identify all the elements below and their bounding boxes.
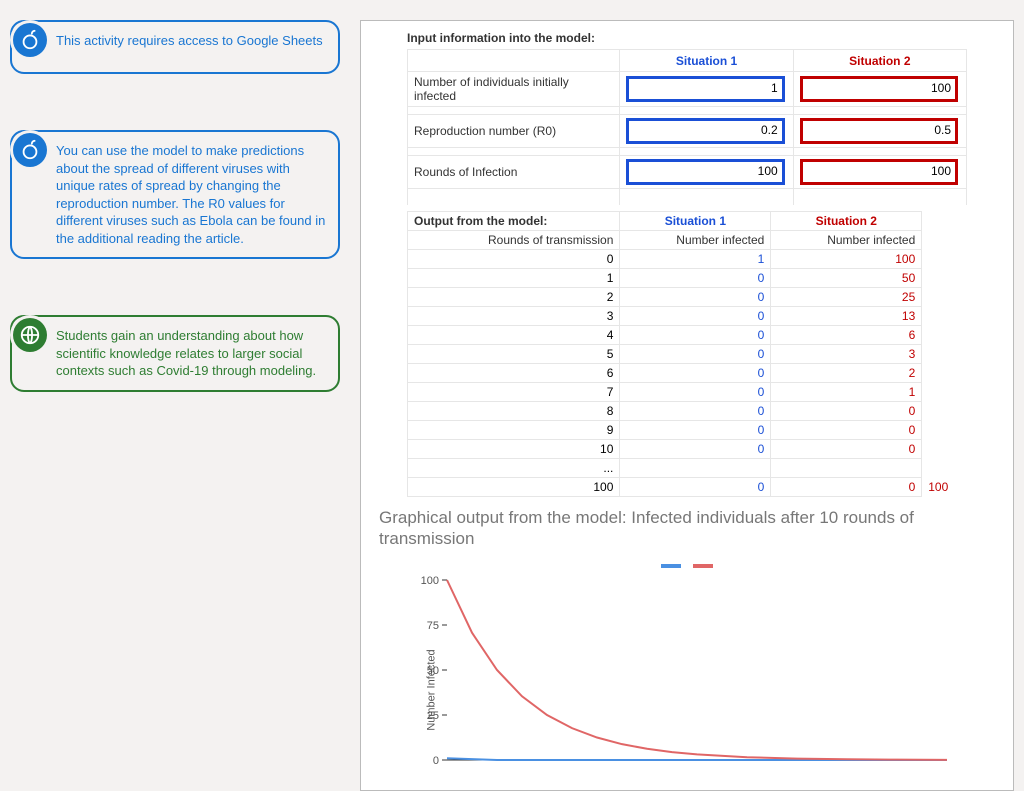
- s2-cell: 3: [771, 344, 922, 363]
- input-initially-infected-s1[interactable]: 1: [626, 76, 784, 102]
- ellipsis: ...: [408, 458, 620, 477]
- table-row: Rounds of transmission Number infected N…: [408, 230, 967, 249]
- output-section-title: Output from the model:: [408, 211, 620, 230]
- s2-cell: 13: [771, 306, 922, 325]
- input-row-label: Rounds of Infection: [408, 156, 620, 189]
- round-cell: 7: [408, 382, 620, 401]
- table-row: 3013: [408, 306, 967, 325]
- s2-cell: 0: [771, 401, 922, 420]
- subheader-infected-s1: Number infected: [620, 230, 771, 249]
- round-cell: 1: [408, 268, 620, 287]
- input-section-title: Input information into the model:: [407, 29, 967, 49]
- s1-cell: 1: [620, 249, 771, 268]
- table-row: ...: [408, 458, 967, 477]
- round-cell: 3: [408, 306, 620, 325]
- chart-legend: [373, 553, 1001, 574]
- table-row: 701: [408, 382, 967, 401]
- round-cell: 5: [408, 344, 620, 363]
- round-cell: 2: [408, 287, 620, 306]
- callout-text: Students gain an understanding about how…: [56, 327, 326, 380]
- callout-text: You can use the model to make prediction…: [56, 142, 326, 247]
- s1-cell: 0: [620, 325, 771, 344]
- round-cell: 4: [408, 325, 620, 344]
- svg-text:100: 100: [421, 575, 439, 587]
- table-row: 602: [408, 363, 967, 382]
- s2-cell: 2: [771, 363, 922, 382]
- legend-swatch-s2: [693, 564, 713, 568]
- s2-cell: 0: [771, 420, 922, 439]
- s1-cell: 0: [620, 344, 771, 363]
- s2-cell: 6: [771, 325, 922, 344]
- globe-icon: [10, 315, 50, 355]
- input-row-label: Reproduction number (R0): [408, 115, 620, 148]
- s1-cell: 0: [620, 420, 771, 439]
- input-rounds-s1[interactable]: 100: [626, 159, 784, 185]
- spreadsheet-panel: Input information into the model: Situat…: [360, 20, 1014, 791]
- s2-cell: 1: [771, 382, 922, 401]
- table-row: 503: [408, 344, 967, 363]
- final-s2: 0: [771, 477, 922, 496]
- callouts-column: This activity requires access to Google …: [10, 20, 360, 791]
- round-cell: 9: [408, 420, 620, 439]
- table-row: Rounds of Infection 100 100: [408, 156, 967, 189]
- s1-cell: 0: [620, 363, 771, 382]
- subheader-infected-s2: Number infected: [771, 230, 922, 249]
- chart-title: Graphical output from the model: Infecte…: [379, 507, 995, 550]
- apple-icon: [10, 20, 50, 60]
- subheader-rounds: Rounds of transmission: [408, 230, 620, 249]
- input-r0-s2[interactable]: 0.5: [800, 118, 958, 144]
- s2-cell: 50: [771, 268, 922, 287]
- side-value: 100: [928, 480, 948, 494]
- col-header-situation1: Situation 1: [620, 211, 771, 230]
- callout-social-context: Students gain an understanding about how…: [10, 315, 340, 392]
- table-row: 01100: [408, 249, 967, 268]
- callout-text: This activity requires access to Google …: [56, 32, 326, 50]
- table-row: Situation 1 Situation 2: [408, 50, 967, 72]
- input-r0-s1[interactable]: 0.2: [626, 118, 784, 144]
- legend-swatch-s1: [661, 564, 681, 568]
- svg-text:0: 0: [433, 755, 439, 767]
- callout-google-sheets: This activity requires access to Google …: [10, 20, 340, 74]
- input-table: Situation 1 Situation 2 Number of indivi…: [407, 49, 967, 205]
- s1-cell: 0: [620, 401, 771, 420]
- table-row: 100 0 0 100: [408, 477, 967, 496]
- final-round: 100: [408, 477, 620, 496]
- table-row: Reproduction number (R0) 0.2 0.5: [408, 115, 967, 148]
- s1-cell: 0: [620, 287, 771, 306]
- apple-icon: [10, 130, 50, 170]
- s1-cell: 0: [620, 439, 771, 458]
- table-row: 406: [408, 325, 967, 344]
- input-row-label: Number of individuals initially infected: [408, 72, 620, 107]
- output-table: Output from the model: Situation 1 Situa…: [407, 211, 967, 497]
- col-header-situation1: Situation 1: [620, 50, 793, 72]
- col-header-situation2: Situation 2: [771, 211, 922, 230]
- s2-cell: 0: [771, 439, 922, 458]
- round-cell: 8: [408, 401, 620, 420]
- round-cell: 10: [408, 439, 620, 458]
- table-row: 800: [408, 401, 967, 420]
- round-cell: 0: [408, 249, 620, 268]
- round-cell: 6: [408, 363, 620, 382]
- chart-ylabel: Number Infected: [426, 649, 438, 730]
- s2-cell: 25: [771, 287, 922, 306]
- line-chart: 0255075100: [397, 574, 957, 784]
- callout-model-predictions: You can use the model to make prediction…: [10, 130, 340, 259]
- s2-cell: 100: [771, 249, 922, 268]
- chart-container: Number Infected 0255075100: [397, 574, 977, 791]
- col-header-situation2: Situation 2: [793, 50, 966, 72]
- s1-cell: 0: [620, 306, 771, 325]
- table-row: 900: [408, 420, 967, 439]
- s1-cell: 0: [620, 268, 771, 287]
- final-s1: 0: [620, 477, 771, 496]
- input-initially-infected-s2[interactable]: 100: [800, 76, 958, 102]
- table-row: 1050: [408, 268, 967, 287]
- table-row: Number of individuals initially infected…: [408, 72, 967, 107]
- svg-text:75: 75: [427, 620, 439, 632]
- table-row: 1000: [408, 439, 967, 458]
- table-row: Output from the model: Situation 1 Situa…: [408, 211, 967, 230]
- table-row: 2025: [408, 287, 967, 306]
- s1-cell: 0: [620, 382, 771, 401]
- input-rounds-s2[interactable]: 100: [800, 159, 958, 185]
